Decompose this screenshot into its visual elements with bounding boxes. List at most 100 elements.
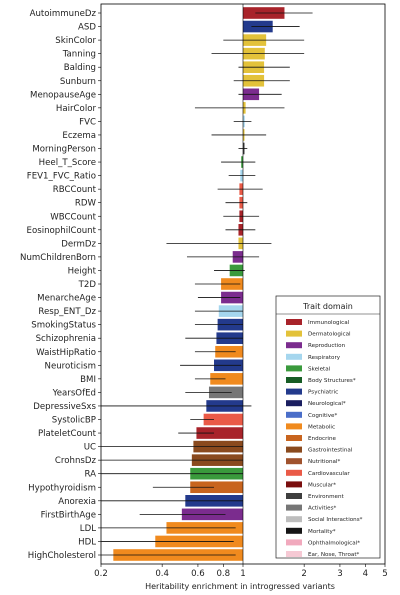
y-tick-label-numchildrenborn: NumChildrenBorn — [20, 253, 96, 263]
legend-label-neurological: Neurological* — [308, 401, 346, 407]
y-tick-label-highcholesterol: HighCholesterol — [28, 551, 96, 561]
legend-swatch-reproduction — [286, 342, 302, 349]
y-tick-label-depressivesxs: DepressiveSxs — [33, 402, 96, 412]
y-tick-label-haircolor: HairColor — [56, 104, 97, 114]
x-tick-label-1: 1 — [240, 569, 245, 579]
y-tick-label-resp-ent-dz: Resp_ENT_Dz — [38, 307, 96, 317]
legend-swatch-mortality — [286, 527, 302, 534]
y-tick-label-ra: RA — [84, 470, 96, 480]
x-axis-ticks: 0.2 0.4 0.6 0.8 1 2 3 4 5 — [94, 564, 388, 579]
legend-label-body-structures: Body Structures* — [308, 378, 356, 384]
legend: Trait domain Immunological Dermatological… — [275, 295, 381, 559]
y-tick-label-uc: UC — [84, 443, 96, 453]
legend-label-immunological: Immunological — [308, 320, 350, 326]
legend-label-psychiatric: Psychiatric — [308, 390, 338, 396]
x-tick-label-4: 4 — [363, 569, 368, 579]
legend-swatch-nutritional — [286, 458, 302, 465]
legend-label-nutritional: Nutritional* — [308, 459, 340, 465]
legend-swatch-cardiovascular — [286, 469, 302, 476]
y-tick-label-fvc: FVC — [79, 117, 96, 127]
x-tick-label-2: 2 — [301, 569, 306, 579]
y-tick-label-waisthipratio: WaistHipRatio — [36, 348, 96, 358]
legend-swatch-body-structures — [286, 377, 302, 383]
bar-plateletcount — [196, 427, 243, 439]
y-tick-label-rdw: RDW — [75, 199, 97, 209]
y-tick-label-menarcheage: MenarcheAge — [37, 294, 96, 304]
x-tick-label-0-2: 0.2 — [94, 569, 108, 579]
y-tick-label-eczema: Eczema — [62, 131, 96, 141]
y-tick-label-systolicbp: SystolicBP — [52, 416, 96, 426]
legend-swatch-environment — [286, 493, 302, 499]
legend-title: Trait domain — [302, 302, 353, 311]
legend-swatch-social-interactions — [286, 516, 302, 523]
x-axis-label: Heritability enrichment in introgressed … — [145, 582, 335, 591]
legend-label-activities: Activities* — [308, 506, 337, 512]
legend-label-gastrointestinal: Gastrointestinal — [308, 448, 353, 454]
legend-swatch-muscular — [286, 481, 302, 488]
legend-swatch-ear-nose-throat — [286, 551, 302, 557]
y-tick-label-height: Height — [68, 266, 97, 276]
bar-bmi — [210, 373, 243, 385]
legend-label-ear-nose-throat: Ear, Nose, Throat* — [308, 552, 360, 558]
legend-swatch-psychiatric — [286, 388, 302, 395]
legend-swatch-activities — [286, 504, 302, 511]
y-tick-label-wbccount: WBCCount — [50, 212, 96, 222]
y-axis-tick-labels: AutoimmuneDz ASD SkinColor Tanning Balding Su… — [20, 9, 101, 561]
legend-label-skeletal: Skeletal — [308, 366, 331, 372]
y-tick-label-dermdz: DermDz — [61, 239, 96, 249]
legend-swatch-dermatological — [286, 330, 302, 337]
y-tick-label-t2d: T2D — [78, 280, 97, 290]
y-tick-label-plateletcount: PlateletCount — [38, 429, 97, 439]
y-tick-label-hdl: HDL — [78, 537, 96, 547]
legend-label-dermatological: Dermatological — [308, 332, 351, 338]
y-tick-label-bmi: BMI — [80, 375, 96, 385]
y-tick-label-crohnsdz: CrohnsDz — [55, 456, 97, 466]
legend-label-respiratory: Respiratory — [308, 355, 341, 361]
y-tick-label-menopauseage: MenopauseAge — [30, 90, 96, 100]
y-tick-label-ldl: LDL — [80, 524, 96, 534]
x-tick-label-0-6: 0.6 — [191, 569, 205, 579]
legend-swatch-skeletal — [286, 365, 302, 372]
legend-label-ophthalmological: Ophthalmological* — [308, 540, 360, 546]
y-tick-label-smokingstatus: SmokingStatus — [31, 321, 96, 331]
legend-label-metabolic: Metabolic — [308, 424, 335, 430]
x-tick-label-3: 3 — [337, 569, 342, 579]
y-tick-label-sunburn: Sunburn — [60, 77, 96, 87]
legend-swatch-cognitive — [286, 411, 302, 418]
legend-swatch-ophthalmological — [286, 539, 302, 546]
y-tick-label-fev1-fvc-ratio: FEV1_FVC_Ratio — [27, 172, 96, 182]
legend-swatch-metabolic — [286, 423, 302, 430]
y-tick-label-anorexia: Anorexia — [58, 497, 96, 507]
legend-label-cognitive: Cognitive* — [308, 413, 337, 419]
bar-systolicbp — [203, 413, 243, 426]
bar-hypothyroidism — [190, 481, 243, 494]
legend-label-reproduction: Reproduction — [308, 343, 346, 349]
y-tick-label-balding: Balding — [64, 63, 96, 73]
y-tick-label-rbccount: RBCCount — [53, 185, 97, 195]
y-tick-label-autoimmunedz: AutoimmuneDz — [30, 9, 97, 19]
legend-label-environment: Environment — [308, 494, 345, 500]
y-tick-label-heel-t-score: Heel_T_Score — [39, 158, 96, 168]
y-tick-label-hypothyroidism: Hypothyroidism — [28, 483, 96, 493]
errorbars-layer — [101, 12, 313, 556]
x-tick-label-5: 5 — [382, 569, 387, 579]
y-tick-label-schizophrenia: Schizophrenia — [36, 334, 96, 344]
legend-swatch-gastrointestinal — [286, 446, 302, 453]
legend-label-mortality: Mortality* — [308, 529, 336, 535]
legend-swatch-neurological — [286, 400, 302, 407]
y-tick-label-skincolor: SkinColor — [55, 36, 96, 46]
y-tick-label-asd: ASD — [78, 23, 96, 33]
y-tick-label-neuroticism: Neuroticism — [45, 361, 96, 371]
y-tick-label-firstbirthage: FirstBirthAge — [41, 510, 96, 520]
legend-swatch-endocrine — [286, 435, 302, 441]
legend-entries: Immunological Dermatological Reproduction R… — [286, 319, 363, 558]
legend-label-endocrine: Endocrine — [308, 436, 337, 442]
x-tick-label-0-4: 0.4 — [155, 569, 169, 579]
legend-label-social-interactions: Social Interactions* — [308, 517, 363, 523]
legend-swatch-immunological — [286, 319, 302, 325]
legend-label-muscular: Muscular* — [308, 482, 336, 488]
y-tick-label-yearsofed: YearsOfEd — [52, 388, 96, 398]
y-tick-label-morningperson: MorningPerson — [32, 145, 96, 155]
legend-swatch-respiratory — [286, 353, 302, 360]
